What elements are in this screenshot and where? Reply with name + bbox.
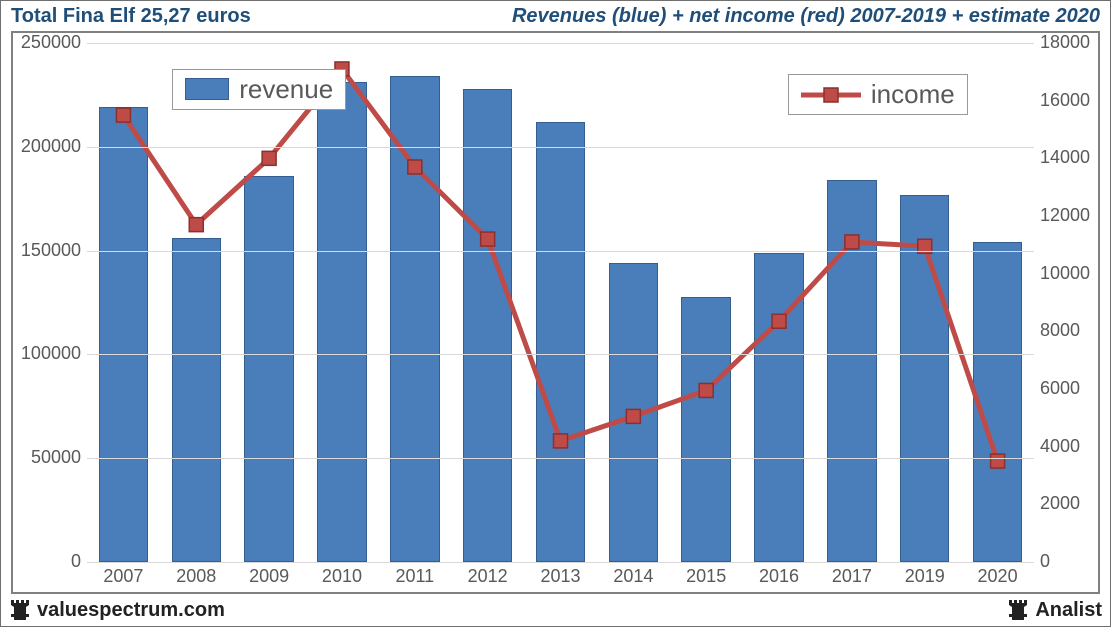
axes: 0 50000 100000 150000 200000 250000 0 2000 4000 6…: [13, 33, 1098, 592]
legend-revenue: revenue: [172, 69, 346, 110]
footer-right-brand: Analist: [1007, 598, 1102, 622]
y-left-tick-label: 100000: [21, 343, 81, 364]
y-right-tick-label: 2000: [1040, 493, 1080, 514]
y-left-tick-label: 150000: [21, 240, 81, 261]
x-tick-label: 2013: [540, 566, 580, 587]
footer-left-brand: valuespectrum.com: [9, 598, 225, 622]
legend-income: income: [788, 74, 968, 115]
gridline: [87, 562, 1034, 563]
x-tick-label: 2014: [613, 566, 653, 587]
chart-footer: valuespectrum.com Analist: [1, 594, 1110, 626]
income-marker: [262, 151, 276, 165]
y-left-tick-label: 0: [71, 551, 81, 572]
chart-title-left: Total Fina Elf 25,27 euros: [11, 5, 251, 28]
chart-container: Total Fina Elf 25,27 euros Revenues (blu…: [0, 0, 1111, 627]
plot-inner: [87, 43, 1034, 562]
y-right-tick-label: 10000: [1040, 263, 1090, 284]
y-right-tick-label: 14000: [1040, 147, 1090, 168]
y-right-tick-label: 12000: [1040, 205, 1090, 226]
x-tick-label: 2017: [832, 566, 872, 587]
legend-swatch-line: [801, 83, 861, 107]
income-marker: [554, 434, 568, 448]
x-tick-label: 2019: [905, 566, 945, 587]
gridline: [87, 43, 1034, 44]
y-right-tick-label: 4000: [1040, 436, 1080, 457]
y-right-tick-label: 6000: [1040, 378, 1080, 399]
income-marker: [772, 314, 786, 328]
gridline: [87, 458, 1034, 459]
chart-header: Total Fina Elf 25,27 euros Revenues (blu…: [1, 1, 1110, 31]
legend-swatch-bar: [185, 78, 229, 100]
rook-icon: [1007, 598, 1029, 622]
plot-area-border: 0 50000 100000 150000 200000 250000 0 2000 4000 6…: [11, 31, 1100, 594]
income-marker: [481, 232, 495, 246]
x-tick-label: 2012: [468, 566, 508, 587]
gridline: [87, 354, 1034, 355]
income-line: [123, 69, 997, 461]
x-tick-label: 2008: [176, 566, 216, 587]
y-left-tick-label: 250000: [21, 32, 81, 53]
gridline: [87, 251, 1034, 252]
y-right-tick-label: 16000: [1040, 90, 1090, 111]
y-right-tick-label: 0: [1040, 551, 1050, 572]
legend-income-label: income: [871, 79, 955, 110]
x-tick-label: 2011: [395, 566, 434, 587]
x-tick-label: 2010: [322, 566, 362, 587]
income-marker: [845, 235, 859, 249]
gridline: [87, 147, 1034, 148]
y-right-tick-label: 8000: [1040, 320, 1080, 341]
y-right-tick-label: 18000: [1040, 32, 1090, 53]
income-marker: [699, 383, 713, 397]
x-tick-label: 2009: [249, 566, 289, 587]
income-marker: [626, 409, 640, 423]
x-tick-label: 2020: [978, 566, 1018, 587]
rook-icon: [9, 598, 31, 622]
x-tick-label: 2015: [686, 566, 726, 587]
chart-title-right: Revenues (blue) + net income (red) 2007-…: [512, 5, 1100, 28]
y-left-tick-label: 200000: [21, 136, 81, 157]
footer-right-text: Analist: [1035, 599, 1102, 622]
y-left-tick-label: 50000: [31, 447, 81, 468]
income-marker: [116, 108, 130, 122]
legend-revenue-label: revenue: [239, 74, 333, 105]
footer-left-text: valuespectrum.com: [37, 599, 225, 622]
x-tick-label: 2016: [759, 566, 799, 587]
income-line-layer: [87, 43, 1034, 562]
income-marker: [189, 218, 203, 232]
income-marker: [408, 160, 422, 174]
income-marker: [991, 454, 1005, 468]
x-tick-label: 2007: [103, 566, 143, 587]
